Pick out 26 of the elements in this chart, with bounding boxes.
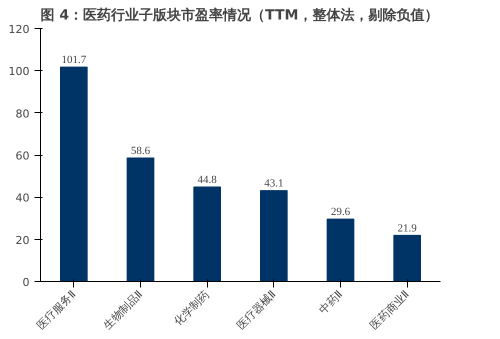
x-tick-label: 生物制品Ⅱ — [100, 288, 146, 332]
y-tick-label: 60 — [16, 150, 30, 162]
x-tick-label: 医疗器械Ⅱ — [234, 288, 278, 332]
data-label: 101.7 — [61, 54, 87, 66]
data-label: 29.6 — [330, 206, 351, 218]
bar — [393, 234, 421, 282]
x-tick-label: 医疗服务Ⅱ — [34, 288, 78, 332]
y-tick-label: 80 — [16, 107, 30, 120]
data-label: 58.6 — [130, 144, 151, 157]
y-tick-label: 120 — [8, 23, 30, 36]
x-tick-label: 中药Ⅱ — [316, 288, 346, 316]
chart-title: 图 4：医药行业子版块市盈率情况（TTM，整体法，剔除负值） — [40, 6, 438, 24]
bar — [60, 66, 88, 282]
data-label: 44.8 — [198, 174, 218, 186]
bar — [193, 186, 221, 282]
y-tick-label: 40 — [16, 192, 30, 205]
bar — [326, 218, 354, 282]
x-tick-label: 化学制药 — [171, 288, 212, 328]
y-tick-label: 100 — [8, 65, 30, 78]
bar — [126, 157, 154, 282]
data-label: 21.9 — [398, 222, 418, 234]
data-label: 43.1 — [264, 178, 284, 190]
x-tick-label: 医药商业Ⅱ — [368, 288, 412, 332]
y-tick-label: 20 — [16, 234, 30, 247]
bar — [260, 190, 288, 282]
y-tick-label: 0 — [22, 276, 30, 289]
